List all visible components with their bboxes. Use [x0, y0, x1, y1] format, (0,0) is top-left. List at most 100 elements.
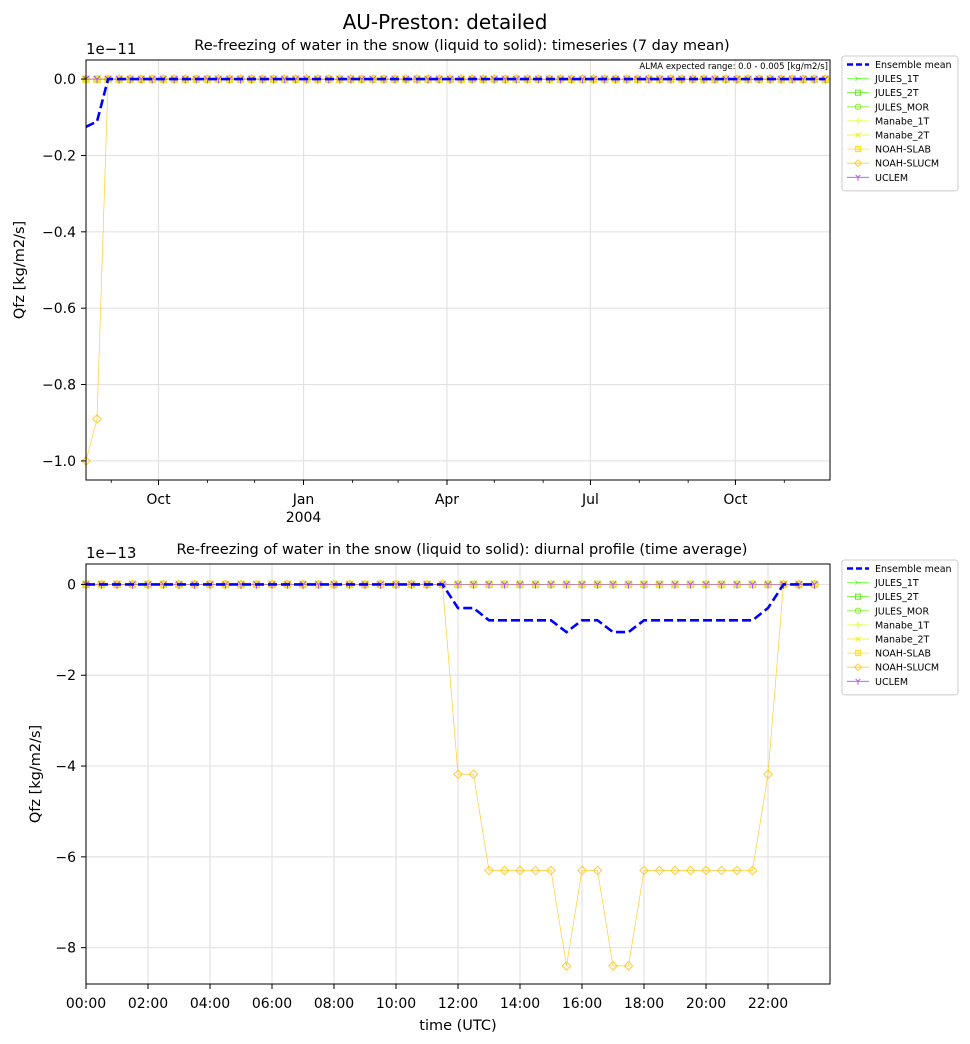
data-point	[499, 865, 510, 876]
x-tick-sublabel: 2004	[286, 510, 322, 526]
legend-item-manabe-2t: Manabe_2T	[847, 635, 930, 646]
legend-item-noah-slucm: NOAH-SLUCM	[847, 159, 939, 170]
data-point	[670, 865, 680, 876]
data-point	[623, 960, 634, 971]
y-offset-label: 1e−11	[86, 40, 136, 58]
y-tick-label: −6	[55, 850, 76, 866]
data-point	[732, 865, 742, 876]
legend-marker	[855, 678, 861, 685]
legend-marker	[853, 159, 863, 168]
x-tick-label: 00:00	[66, 996, 106, 1012]
series-uclem	[82, 581, 818, 589]
data-point	[237, 581, 245, 589]
data-point	[811, 581, 818, 589]
legend-label: NOAH-SLAB	[875, 145, 931, 156]
data-point	[204, 75, 211, 84]
range-annotation: ALMA expected range: 0.0 - 0.005 [kg/m2/…	[639, 62, 828, 72]
data-point	[93, 75, 101, 84]
x-tick-label: Jul	[581, 492, 599, 508]
data-point	[137, 75, 145, 84]
data-point	[561, 960, 572, 971]
legend-marker	[853, 663, 863, 672]
data-point	[718, 581, 725, 589]
x-tick-label: 02:00	[128, 996, 168, 1012]
data-point	[424, 75, 432, 84]
data-point	[654, 865, 665, 876]
data-point	[685, 865, 696, 876]
series-line	[86, 584, 815, 967]
data-point	[392, 581, 400, 589]
y-tick-label: −0.2	[42, 148, 76, 164]
data-point	[799, 75, 807, 84]
legend-label: UCLEM	[875, 677, 908, 688]
series-ensemble-mean	[85, 77, 826, 128]
legend-marker	[855, 607, 861, 615]
legend-marker	[854, 76, 862, 82]
chart-title: Re-freezing of water in the snow (liquid…	[177, 542, 748, 558]
data-point	[501, 75, 509, 84]
y-tick-label: 0.0	[54, 72, 76, 88]
legend-item-jules-2t: JULES_2T	[847, 592, 919, 603]
plot-frame	[85, 59, 831, 481]
data-point	[281, 75, 288, 84]
data-point	[470, 581, 477, 589]
legend-label: JULES_MOR	[874, 606, 930, 617]
legend-item-jules-mor: JULES_MOR	[847, 102, 930, 113]
legend-marker	[854, 146, 862, 153]
data-point	[764, 581, 772, 589]
data-point	[546, 865, 556, 876]
data-point	[222, 581, 229, 589]
legend-label: JULES_2T	[874, 88, 919, 99]
legend-item-uclem: UCLEM	[847, 677, 908, 688]
x-tick-label: 14:00	[500, 996, 540, 1012]
legend-label: NOAH-SLUCM	[875, 159, 939, 170]
data-point	[563, 581, 570, 589]
legend-label: Manabe_2T	[875, 635, 930, 646]
legend-marker	[854, 650, 862, 657]
y-tick-label: −8	[55, 941, 76, 957]
data-point	[358, 75, 366, 84]
x-axis-label: time (UTC)	[419, 1018, 496, 1034]
legend-item-ensemble-mean: Ensemble mean	[847, 564, 952, 575]
x-tick-label: Oct	[723, 492, 748, 508]
x-tick-label: 04:00	[190, 996, 230, 1012]
legend-label: Manabe_1T	[875, 116, 930, 127]
data-point	[484, 865, 494, 876]
data-point	[485, 581, 493, 589]
legend-label: NOAH-SLUCM	[875, 663, 939, 674]
y-tick-label: 0	[67, 577, 76, 593]
data-point	[454, 581, 462, 589]
legend-frame	[841, 55, 959, 192]
y-offset-label: 1e−13	[86, 544, 136, 562]
legend: Ensemble mean JULES_1T JULES_2T JULES_MOR Ma…	[841, 559, 959, 696]
y-axis-label: Qfz [kg/m2/s]	[28, 725, 44, 823]
data-point	[453, 769, 463, 780]
x-tick-label: Apr	[435, 492, 459, 508]
data-point	[687, 581, 694, 589]
data-point	[639, 865, 649, 876]
data-point	[568, 75, 575, 84]
data-point	[763, 769, 773, 780]
data-point	[144, 581, 152, 589]
data-point	[656, 75, 664, 84]
legend-item-manabe-1t: Manabe_1T	[847, 116, 930, 127]
legend-item-jules-mor: JULES_MOR	[847, 606, 930, 617]
data-point	[749, 581, 756, 589]
data-point	[530, 865, 541, 876]
data-point	[315, 581, 322, 589]
chart-title: Re-freezing of water in the snow (liquid…	[194, 38, 729, 54]
y-tick-label: −0.4	[42, 225, 76, 241]
timeseries-panel: Oct Jan 2004 Apr Jul Oct 0.0 −0.2 −0.4 −0.6 −0.8 −1…	[12, 38, 959, 526]
legend-label: Manabe_1T	[875, 620, 930, 631]
x-tick-label: 10:00	[376, 996, 416, 1012]
legend-marker	[854, 89, 862, 96]
data-point	[701, 865, 711, 876]
legend-item-manabe-1t: Manabe_1T	[847, 620, 930, 631]
data-point	[594, 581, 601, 589]
data-point	[609, 581, 617, 589]
legend-item-jules-1t: JULES_1T	[847, 74, 919, 85]
data-point	[716, 865, 727, 876]
legend-item-jules-2t: JULES_2T	[847, 88, 919, 99]
x-tick-label: 12:00	[438, 996, 478, 1012]
